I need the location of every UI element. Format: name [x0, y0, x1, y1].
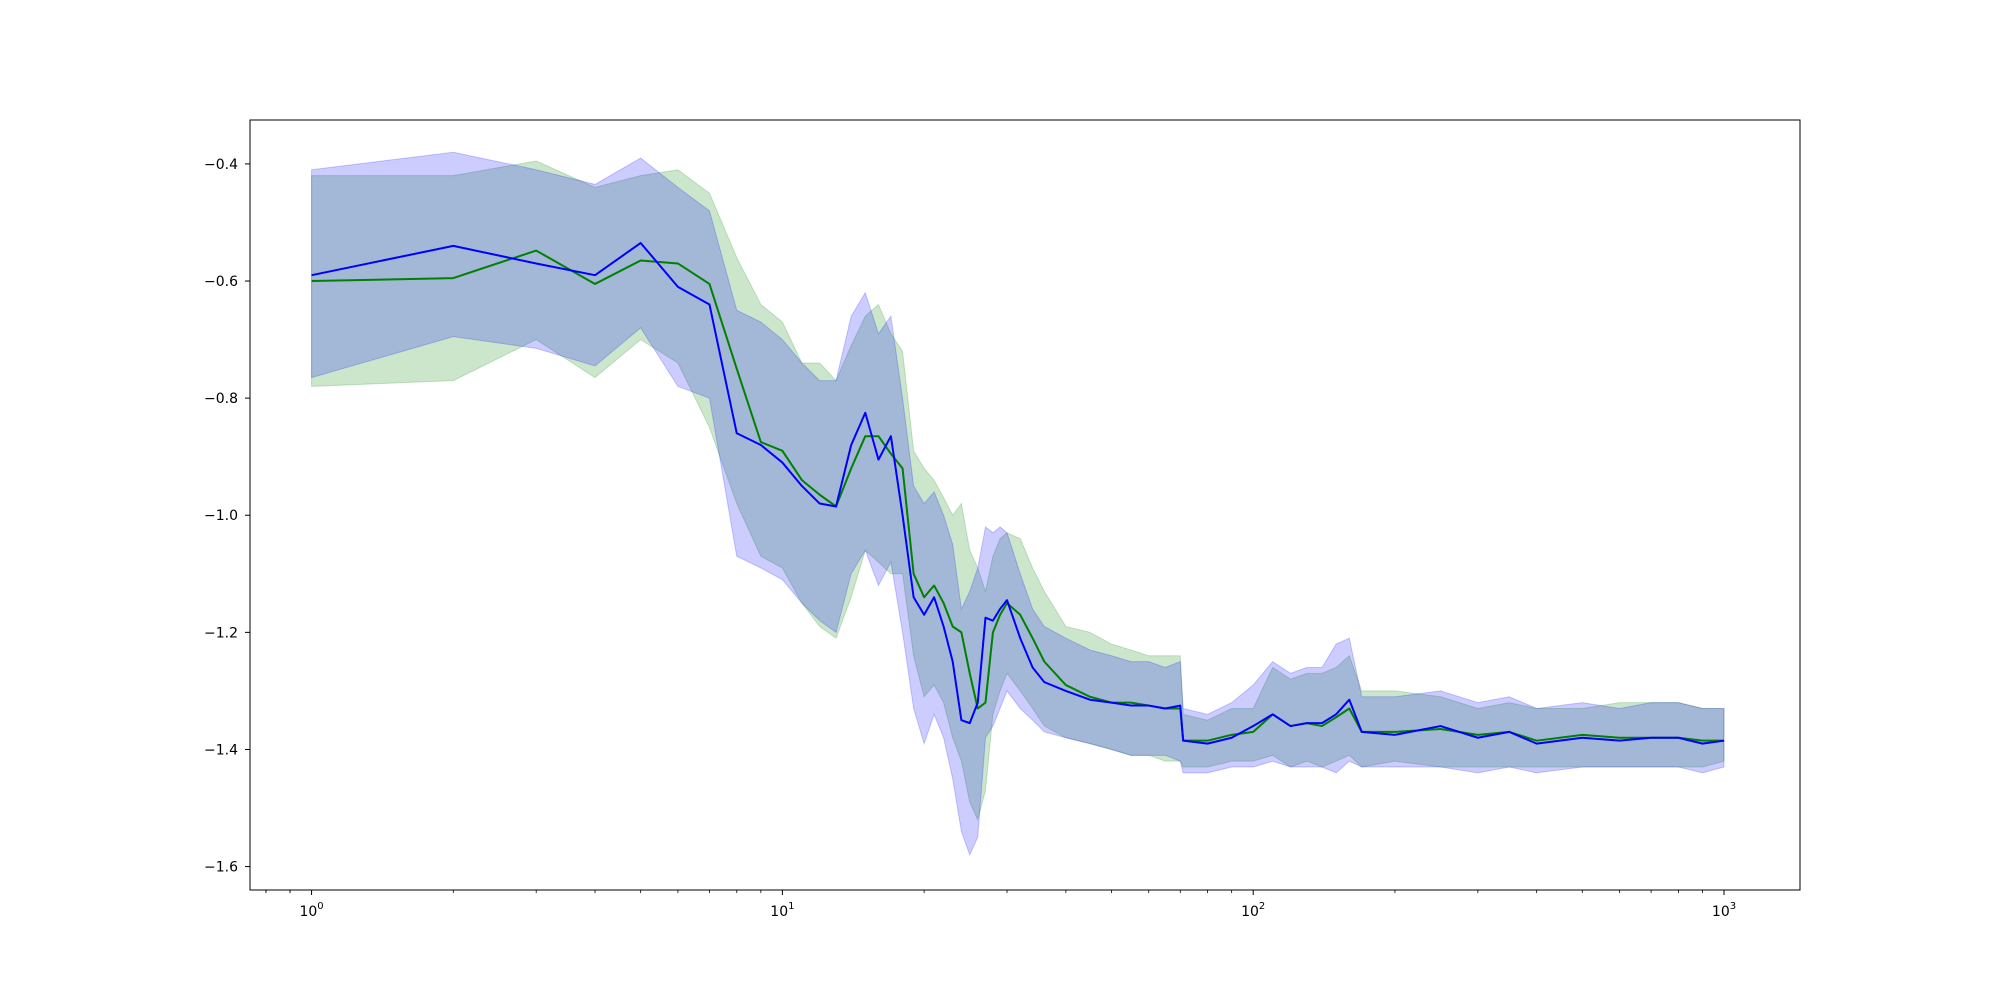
series-1-line [311, 241, 1725, 745]
series-lines [311, 241, 1725, 745]
y-tick-label: −1.4 [204, 742, 238, 758]
y-tick-label: −0.4 [204, 157, 238, 173]
y-tick-label: −1.0 [204, 508, 238, 524]
y-tick-label: −1.6 [204, 860, 238, 876]
y-tick-label: −0.8 [204, 391, 238, 407]
confidence-bands [311, 151, 1725, 857]
plot-area-frame [249, 119, 1801, 891]
series-1-band [311, 151, 1725, 857]
y-axis: −0.4 −0.6 −0.8 −1.0 −1.2 −1.4 −1.6 [204, 157, 250, 876]
y-tick-label: −1.2 [204, 625, 238, 641]
series-0-line [311, 249, 1725, 742]
series-0-band [311, 160, 1725, 822]
y-tick-label: −0.6 [204, 274, 238, 290]
